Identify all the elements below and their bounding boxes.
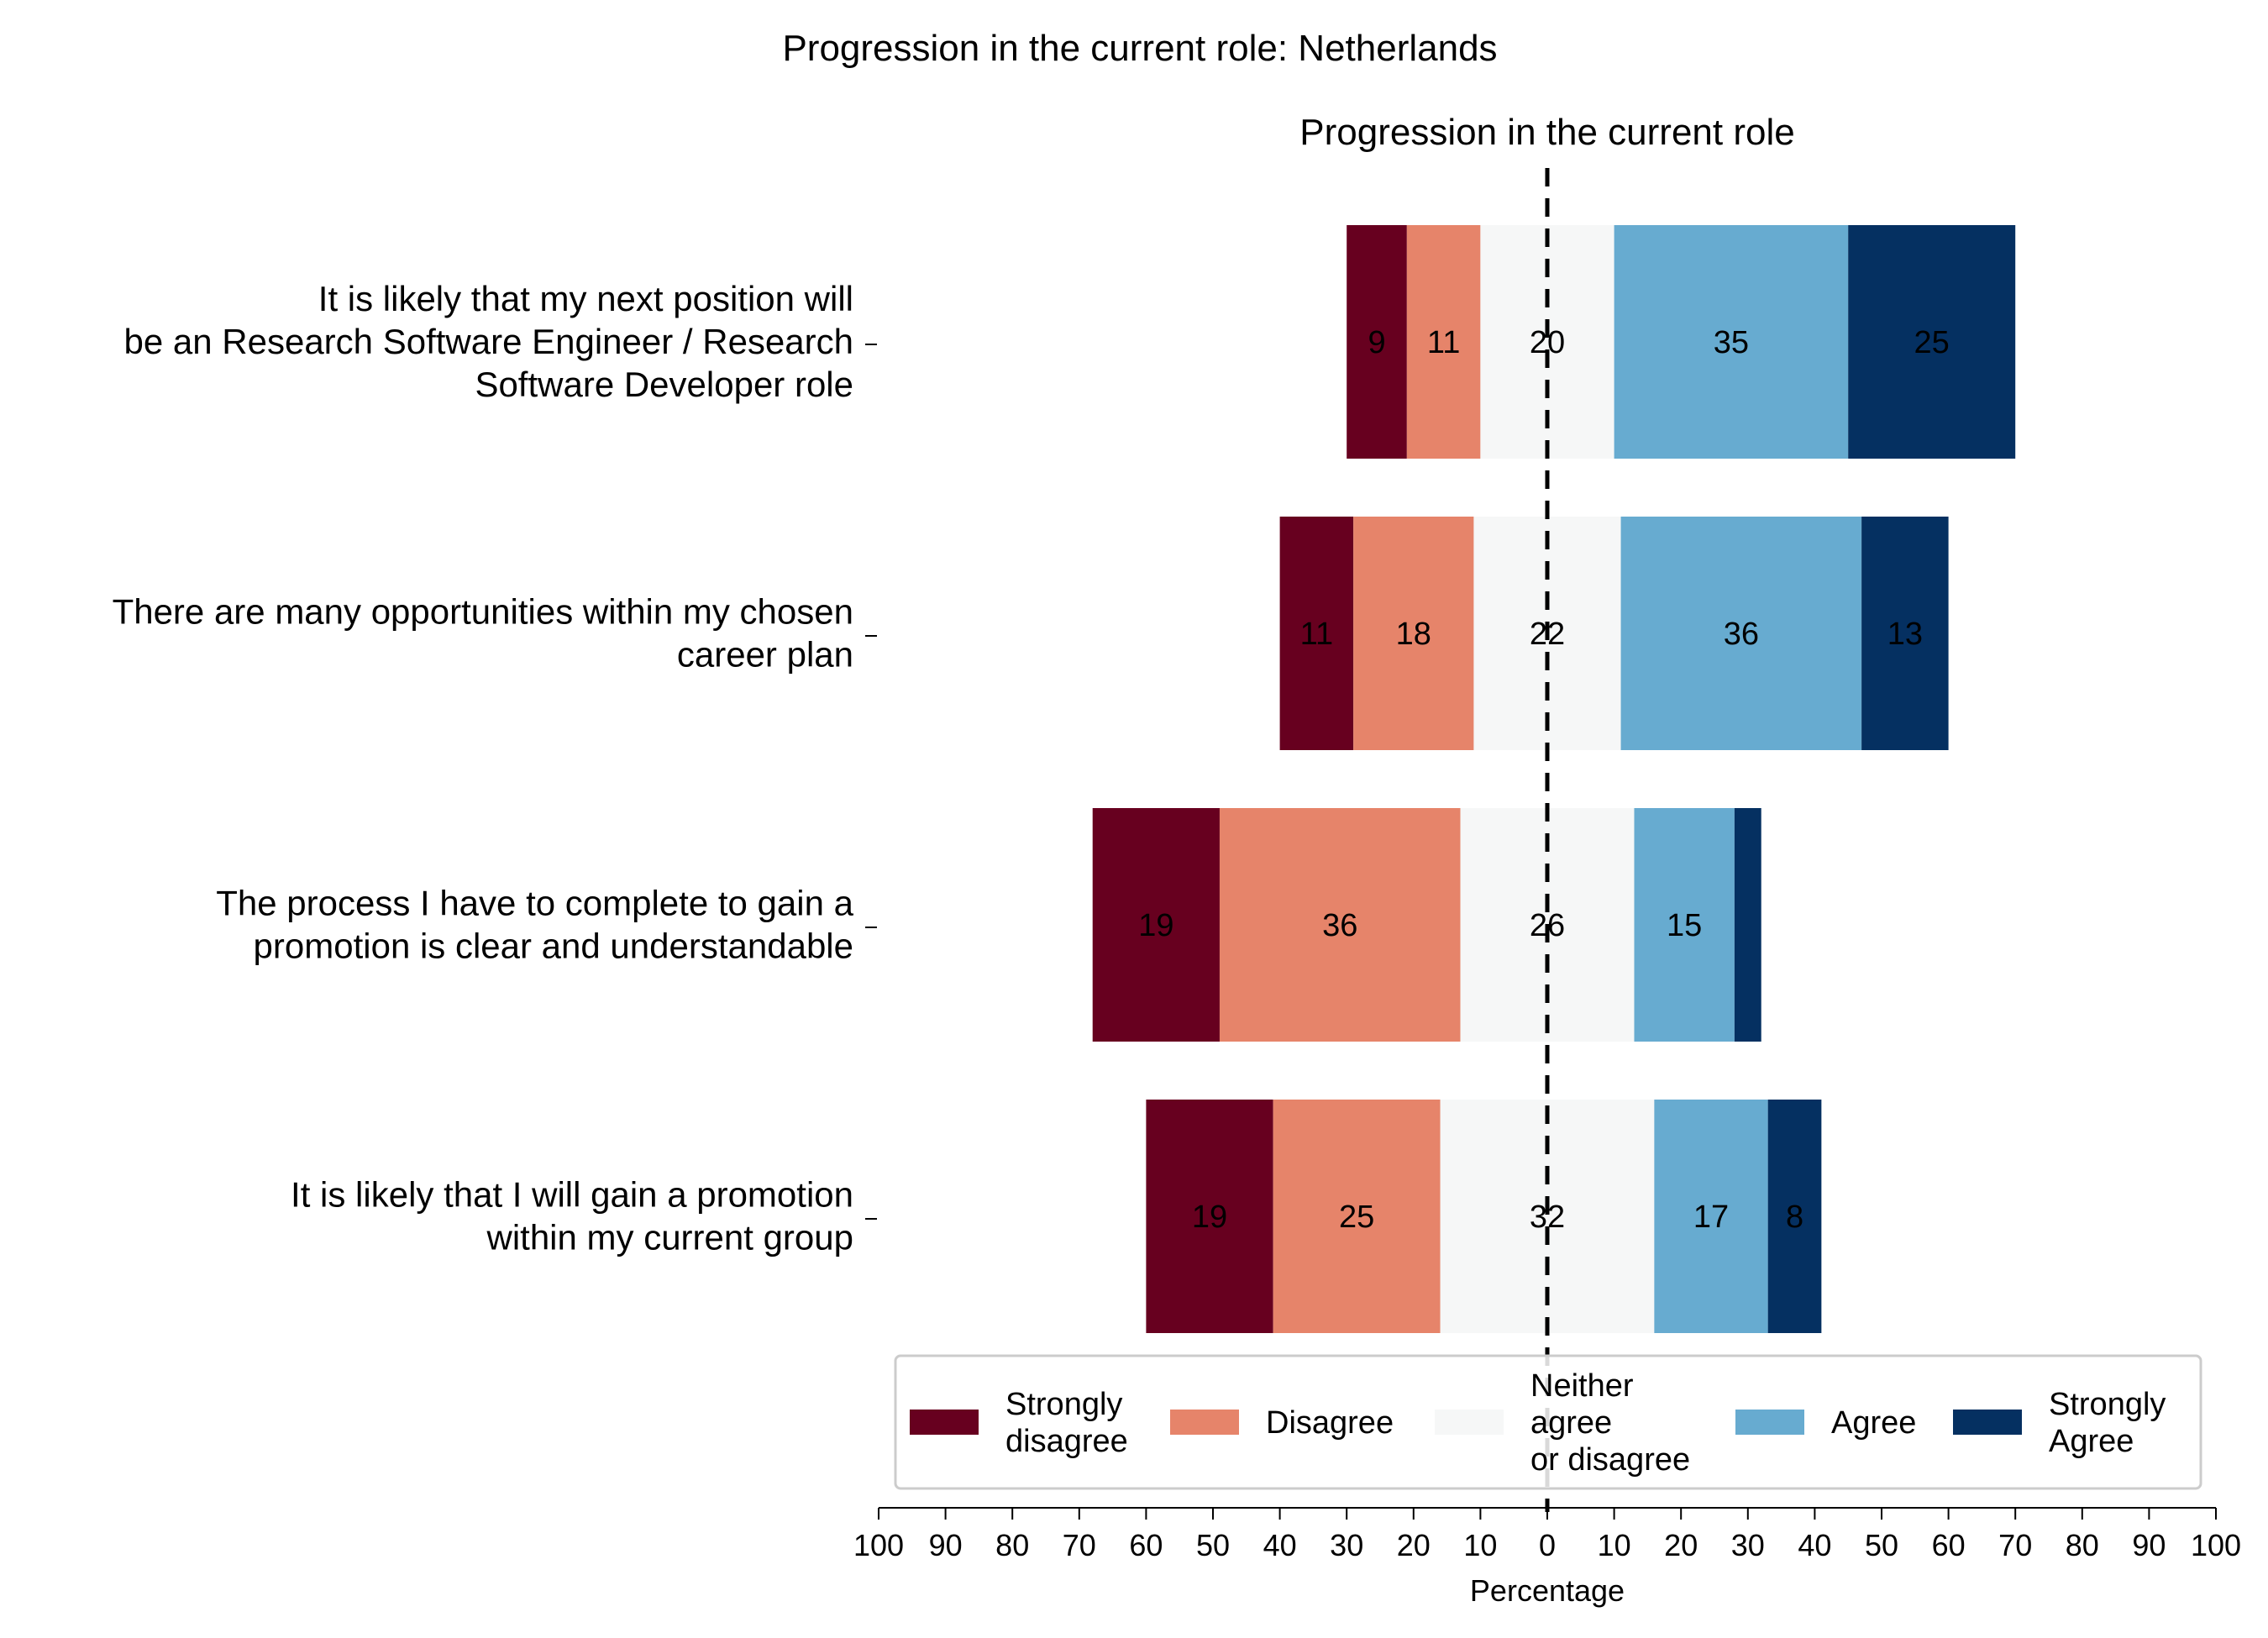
- legend-swatch: [1435, 1410, 1504, 1435]
- question-label-line: Software Developer role: [475, 365, 853, 404]
- x-tick-label: 20: [1397, 1528, 1431, 1562]
- x-tick-label: 60: [1932, 1528, 1966, 1562]
- data-label: 25: [1339, 1200, 1374, 1235]
- x-tick-label: 100: [853, 1528, 904, 1562]
- legend-swatch: [1735, 1410, 1804, 1435]
- legend-label: or disagree: [1530, 1442, 1690, 1478]
- bar-segment: [1654, 1100, 1768, 1333]
- bar-segment: [1219, 808, 1461, 1042]
- legend-label: Agree: [1831, 1405, 1916, 1441]
- legend-label: agree: [1530, 1405, 1612, 1441]
- x-axis-label: Percentage: [1470, 1573, 1625, 1608]
- bar-segment: [1734, 808, 1761, 1042]
- x-tick-label: 30: [1731, 1528, 1765, 1562]
- x-tick-label: 70: [1998, 1528, 2032, 1562]
- data-label: 8: [1786, 1200, 1803, 1235]
- question-label-line: be an Research Software Engineer / Resea…: [124, 322, 854, 361]
- x-axis: 100 90 80 70 60 50 40 30 20 10 0 10 20 30 40 50 60 70 80 90…: [853, 1507, 2241, 1562]
- data-label: 11: [1300, 617, 1333, 652]
- bar-segment: [1347, 225, 1407, 459]
- x-tick-label: 50: [1196, 1528, 1230, 1562]
- legend-label: Strongly: [1005, 1387, 1122, 1422]
- legend-swatch: [1170, 1410, 1239, 1435]
- question-label: There are many opportunities within my c…: [113, 592, 877, 675]
- bar-segment: [1353, 517, 1474, 750]
- x-tick-label: 40: [1263, 1528, 1297, 1562]
- data-label: 9: [1368, 325, 1385, 360]
- bar-segment: [1848, 225, 2016, 459]
- bar-segment: [1146, 1100, 1273, 1333]
- legend-frame: [894, 1354, 2202, 1490]
- bar-segment: [1092, 808, 1220, 1042]
- question-labels: It is likely that my next position will b…: [113, 279, 877, 1257]
- x-tick-label: 0: [1539, 1528, 1556, 1562]
- chart-title: Progression in the current role: Netherl…: [782, 28, 1497, 69]
- legend-swatch: [1953, 1410, 2022, 1435]
- bar-segment: [1273, 1100, 1441, 1333]
- data-label: 19: [1192, 1200, 1227, 1235]
- legend-label: disagree: [1005, 1424, 1128, 1459]
- question-label: The process I have to complete to gain a…: [216, 884, 877, 966]
- x-tick-label: 10: [1463, 1528, 1497, 1562]
- data-label: 25: [1914, 325, 1950, 360]
- bar-segment: [1861, 517, 1949, 750]
- question-label: It is likely that my next position will b…: [124, 279, 877, 404]
- question-label: It is likely that I will gain a promotio…: [291, 1175, 877, 1257]
- bar-segment: [1406, 225, 1481, 459]
- x-tick-label: 50: [1865, 1528, 1898, 1562]
- legend-label: Agree: [2049, 1424, 2134, 1459]
- question-label-line: There are many opportunities within my c…: [113, 592, 853, 632]
- data-label: 17: [1693, 1200, 1729, 1235]
- question-label-line: within my current group: [486, 1218, 853, 1257]
- bar-row: 9 11 20 35 25: [1347, 225, 2016, 459]
- x-tick-label: 70: [1063, 1528, 1096, 1562]
- bar-row: 19 25 32 17 8: [1146, 1100, 1822, 1333]
- legend-label: Neither: [1530, 1368, 1634, 1404]
- question-label-line: It is likely that my next position will: [318, 279, 853, 318]
- data-label: 13: [1887, 617, 1923, 652]
- x-tick-label: 60: [1129, 1528, 1163, 1562]
- x-tick-label: 20: [1664, 1528, 1698, 1562]
- data-label: 15: [1667, 908, 1702, 943]
- x-tick-label: 40: [1798, 1528, 1831, 1562]
- question-label-line: career plan: [677, 635, 853, 675]
- data-label: 18: [1396, 617, 1431, 652]
- x-tick-label: 90: [2132, 1528, 2166, 1562]
- x-tick-label: 30: [1330, 1528, 1363, 1562]
- bar-segment: [1620, 517, 1862, 750]
- data-label: 36: [1322, 908, 1357, 943]
- bar-row: 11 18 22 36 13: [1279, 517, 1949, 750]
- bar-segment: [1634, 808, 1735, 1042]
- bar-segment: [1767, 1100, 1822, 1333]
- data-label: 11: [1427, 325, 1460, 360]
- chart-subtitle: Progression in the current role: [1299, 112, 1794, 153]
- question-label-line: It is likely that I will gain a promotio…: [291, 1175, 853, 1215]
- bar-row: 19 36 26 15: [1092, 808, 1761, 1042]
- legend-label: Strongly: [2049, 1387, 2166, 1422]
- x-tick-label: 80: [995, 1528, 1029, 1562]
- data-label: 35: [1714, 325, 1749, 360]
- question-label-line: The process I have to complete to gain a: [216, 884, 853, 923]
- x-tick-label: 80: [2066, 1528, 2099, 1562]
- legend-item: Disagree: [1170, 1405, 1394, 1441]
- x-tick-label: 10: [1598, 1528, 1631, 1562]
- legend-swatch: [910, 1410, 979, 1435]
- legend-label: Disagree: [1266, 1405, 1394, 1441]
- legend-item: Agree: [1735, 1405, 1916, 1441]
- data-label: 19: [1138, 908, 1173, 943]
- bar-segment: [1614, 225, 1849, 459]
- data-label: 36: [1724, 617, 1759, 652]
- x-tick-label: 100: [2191, 1528, 2241, 1562]
- question-label-line: promotion is clear and understandable: [254, 927, 853, 966]
- x-tick-label: 90: [929, 1528, 963, 1562]
- bar-segment: [1279, 517, 1354, 750]
